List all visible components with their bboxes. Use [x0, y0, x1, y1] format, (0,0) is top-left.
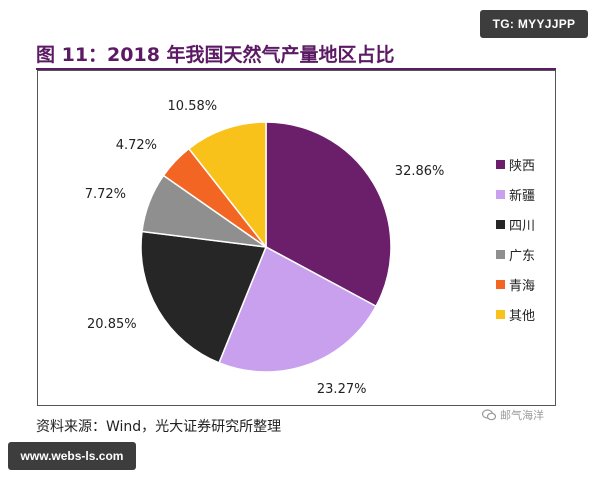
chart-legend: 陕西新疆四川广东青海其他 — [496, 155, 556, 335]
source-note: 资料来源：Wind，光大证券研究所整理 — [36, 419, 282, 435]
title-divider — [36, 68, 556, 70]
pie-data-label: 10.58% — [168, 99, 218, 114]
pie-data-label: 32.86% — [395, 164, 445, 179]
pie-data-label: 4.72% — [116, 138, 157, 153]
legend-item: 四川 — [496, 215, 556, 234]
legend-item: 陕西 — [496, 155, 556, 174]
legend-label: 青海 — [509, 278, 536, 294]
watermark-top: TG: MYYJJPP — [480, 10, 588, 38]
pie-data-label: 23.27% — [317, 382, 367, 397]
chart-frame — [37, 70, 556, 406]
pie-slice — [265, 121, 392, 308]
legend-item: 其他 — [496, 305, 556, 324]
pie-data-labels: 32.86% 23.27% 20.85% 7.72% 4.72% 10.58% — [85, 99, 445, 397]
pie-slice — [218, 245, 378, 373]
legend-label: 四川 — [509, 218, 536, 234]
chart-title: 图 11：2018 年我国天然气产量地区占比 — [36, 44, 395, 66]
legend-swatch — [496, 309, 505, 319]
legend-swatch — [496, 249, 505, 259]
pie-slices — [140, 121, 392, 373]
legend-swatch — [496, 189, 505, 199]
legend-swatch — [496, 279, 505, 289]
wechat-icon — [482, 409, 496, 421]
legend-label: 其他 — [509, 308, 536, 324]
pie-slice — [187, 121, 267, 250]
legend-label: 新疆 — [509, 188, 536, 204]
badge-label: 邮气海洋 — [500, 409, 544, 422]
watermark-bottom: www.webs-ls.com — [8, 442, 136, 470]
pie-slice — [140, 230, 268, 364]
legend-item: 广东 — [496, 245, 556, 264]
legend-label: 陕西 — [509, 158, 536, 174]
legend-item: 青海 — [496, 275, 556, 294]
pie-data-label: 20.85% — [87, 317, 137, 332]
wechat-badge: 邮气海洋 — [482, 403, 582, 427]
legend-label: 广东 — [509, 248, 536, 264]
legend-swatch — [496, 159, 505, 169]
legend-swatch — [496, 219, 505, 229]
legend-item: 新疆 — [496, 185, 556, 204]
pie-data-label: 7.72% — [85, 187, 126, 202]
